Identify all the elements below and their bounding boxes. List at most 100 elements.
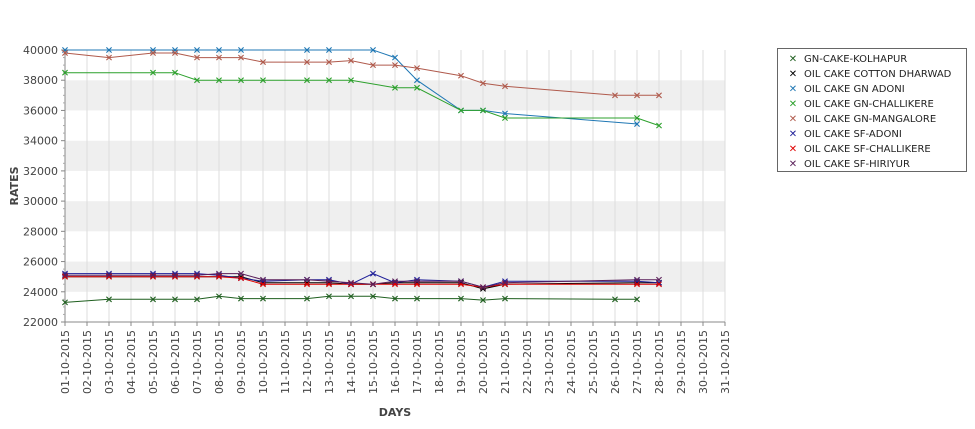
- data-point: [502, 279, 508, 286]
- data-point: [216, 270, 222, 277]
- legend-label: OIL CAKE SF-ADONI: [804, 129, 902, 140]
- data-point: [150, 69, 156, 76]
- data-point: [392, 278, 398, 285]
- legend-item: ✕ OIL CAKE GN ADONI: [782, 82, 962, 97]
- data-point: [634, 276, 640, 283]
- data-point: [62, 69, 68, 76]
- y-tick-label: 38000: [23, 74, 58, 87]
- data-point: [304, 59, 310, 66]
- y-axis-ticks: 22000 24000 26000 28000 30000 32000 34000 36000…: [23, 44, 65, 329]
- data-point: [634, 115, 640, 121]
- data-point: [480, 80, 486, 87]
- data-point: [172, 296, 178, 303]
- data-point: [172, 272, 178, 279]
- x-tick-label: 05-10-2015: [147, 330, 160, 394]
- data-point: [194, 54, 200, 61]
- x-axis-ticks: 01-10-2015 02-10-2015 03-10-2015 04-10-2015…: [59, 322, 732, 394]
- legend-marker-icon: ✕: [788, 129, 798, 140]
- data-point: [480, 284, 486, 291]
- x-tick-label: 29-10-2015: [675, 330, 688, 394]
- data-point: [656, 92, 662, 99]
- data-point: [370, 270, 376, 277]
- data-point: [194, 47, 200, 53]
- data-point: [238, 54, 244, 61]
- series-group: [62, 47, 662, 306]
- legend-label: OIL CAKE GN ADONI: [804, 84, 905, 95]
- y-tick-label: 30000: [23, 195, 58, 208]
- legend-marker-icon: ✕: [788, 54, 798, 65]
- data-point: [392, 62, 398, 69]
- data-point: [106, 54, 112, 61]
- data-point: [304, 276, 310, 283]
- data-point: [326, 293, 332, 300]
- y-tick-label: 40000: [23, 44, 58, 57]
- data-point: [194, 296, 200, 303]
- x-tick-label: 03-10-2015: [103, 330, 116, 394]
- x-tick-label: 22-10-2015: [521, 330, 534, 394]
- data-point: [172, 50, 178, 57]
- x-axis-title: DAYS: [379, 406, 412, 419]
- data-point: [634, 281, 640, 288]
- data-point: [150, 50, 156, 57]
- legend-label: OIL CAKE GN-CHALLIKERE: [804, 99, 934, 110]
- data-point: [458, 278, 464, 285]
- y-tick-label: 34000: [23, 135, 58, 148]
- x-tick-label: 16-10-2015: [389, 330, 402, 394]
- legend-item: ✕ OIL CAKE GN-MANGALORE: [782, 112, 962, 127]
- data-point: [414, 295, 420, 302]
- legend-item: ✕ OIL CAKE GN-CHALLIKERE: [782, 97, 962, 112]
- data-point: [458, 72, 464, 79]
- data-point: [370, 293, 376, 300]
- data-point: [106, 47, 112, 53]
- chart-legend: ✕ GN-CAKE-KOLHAPUR ✕ OIL CAKE COTTON DHARWA…: [777, 48, 967, 172]
- data-point: [194, 272, 200, 279]
- data-point: [150, 272, 156, 279]
- legend-item: ✕ OIL CAKE COTTON DHARWAD: [782, 67, 962, 82]
- series-4: [62, 50, 662, 99]
- y-tick-label: 32000: [23, 165, 58, 178]
- data-point: [502, 115, 508, 121]
- data-point: [106, 272, 112, 279]
- x-tick-label: 20-10-2015: [477, 330, 490, 394]
- data-point: [370, 47, 376, 53]
- series-0: [62, 293, 640, 306]
- data-point: [216, 47, 222, 53]
- data-point: [238, 275, 244, 282]
- data-point: [62, 272, 68, 279]
- data-point: [260, 77, 266, 84]
- data-point: [106, 296, 112, 303]
- data-point: [238, 295, 244, 302]
- data-point: [348, 293, 354, 300]
- data-point: [634, 121, 640, 128]
- legend-label: OIL CAKE COTTON DHARWAD: [804, 69, 952, 80]
- data-point: [348, 77, 354, 84]
- data-point: [348, 279, 354, 286]
- y-axis-title: RATES: [8, 166, 21, 205]
- legend-label: OIL CAKE SF-CHALLIKERE: [804, 144, 931, 155]
- data-point: [216, 54, 222, 61]
- data-point: [326, 77, 332, 84]
- data-point: [656, 122, 662, 129]
- x-tick-label: 12-10-2015: [301, 330, 314, 394]
- data-point: [238, 77, 244, 84]
- data-point: [656, 276, 662, 283]
- data-point: [392, 54, 398, 61]
- legend-item: ✕ GN-CAKE-KOLHAPUR: [782, 52, 962, 67]
- data-point: [612, 92, 618, 99]
- x-tick-label: 26-10-2015: [609, 330, 622, 394]
- data-point: [150, 296, 156, 303]
- data-point: [326, 47, 332, 53]
- data-point: [370, 62, 376, 69]
- x-tick-label: 14-10-2015: [345, 330, 358, 394]
- data-point: [634, 296, 640, 303]
- data-point: [260, 276, 266, 283]
- data-point: [260, 59, 266, 66]
- x-tick-label: 08-10-2015: [213, 330, 226, 394]
- legend-marker-icon: ✕: [788, 144, 798, 155]
- data-point: [502, 295, 508, 302]
- series-7: [62, 270, 662, 291]
- data-point: [392, 295, 398, 302]
- x-tick-label: 04-10-2015: [125, 330, 138, 394]
- x-tick-label: 30-10-2015: [697, 330, 710, 394]
- y-tick-label: 36000: [23, 104, 58, 117]
